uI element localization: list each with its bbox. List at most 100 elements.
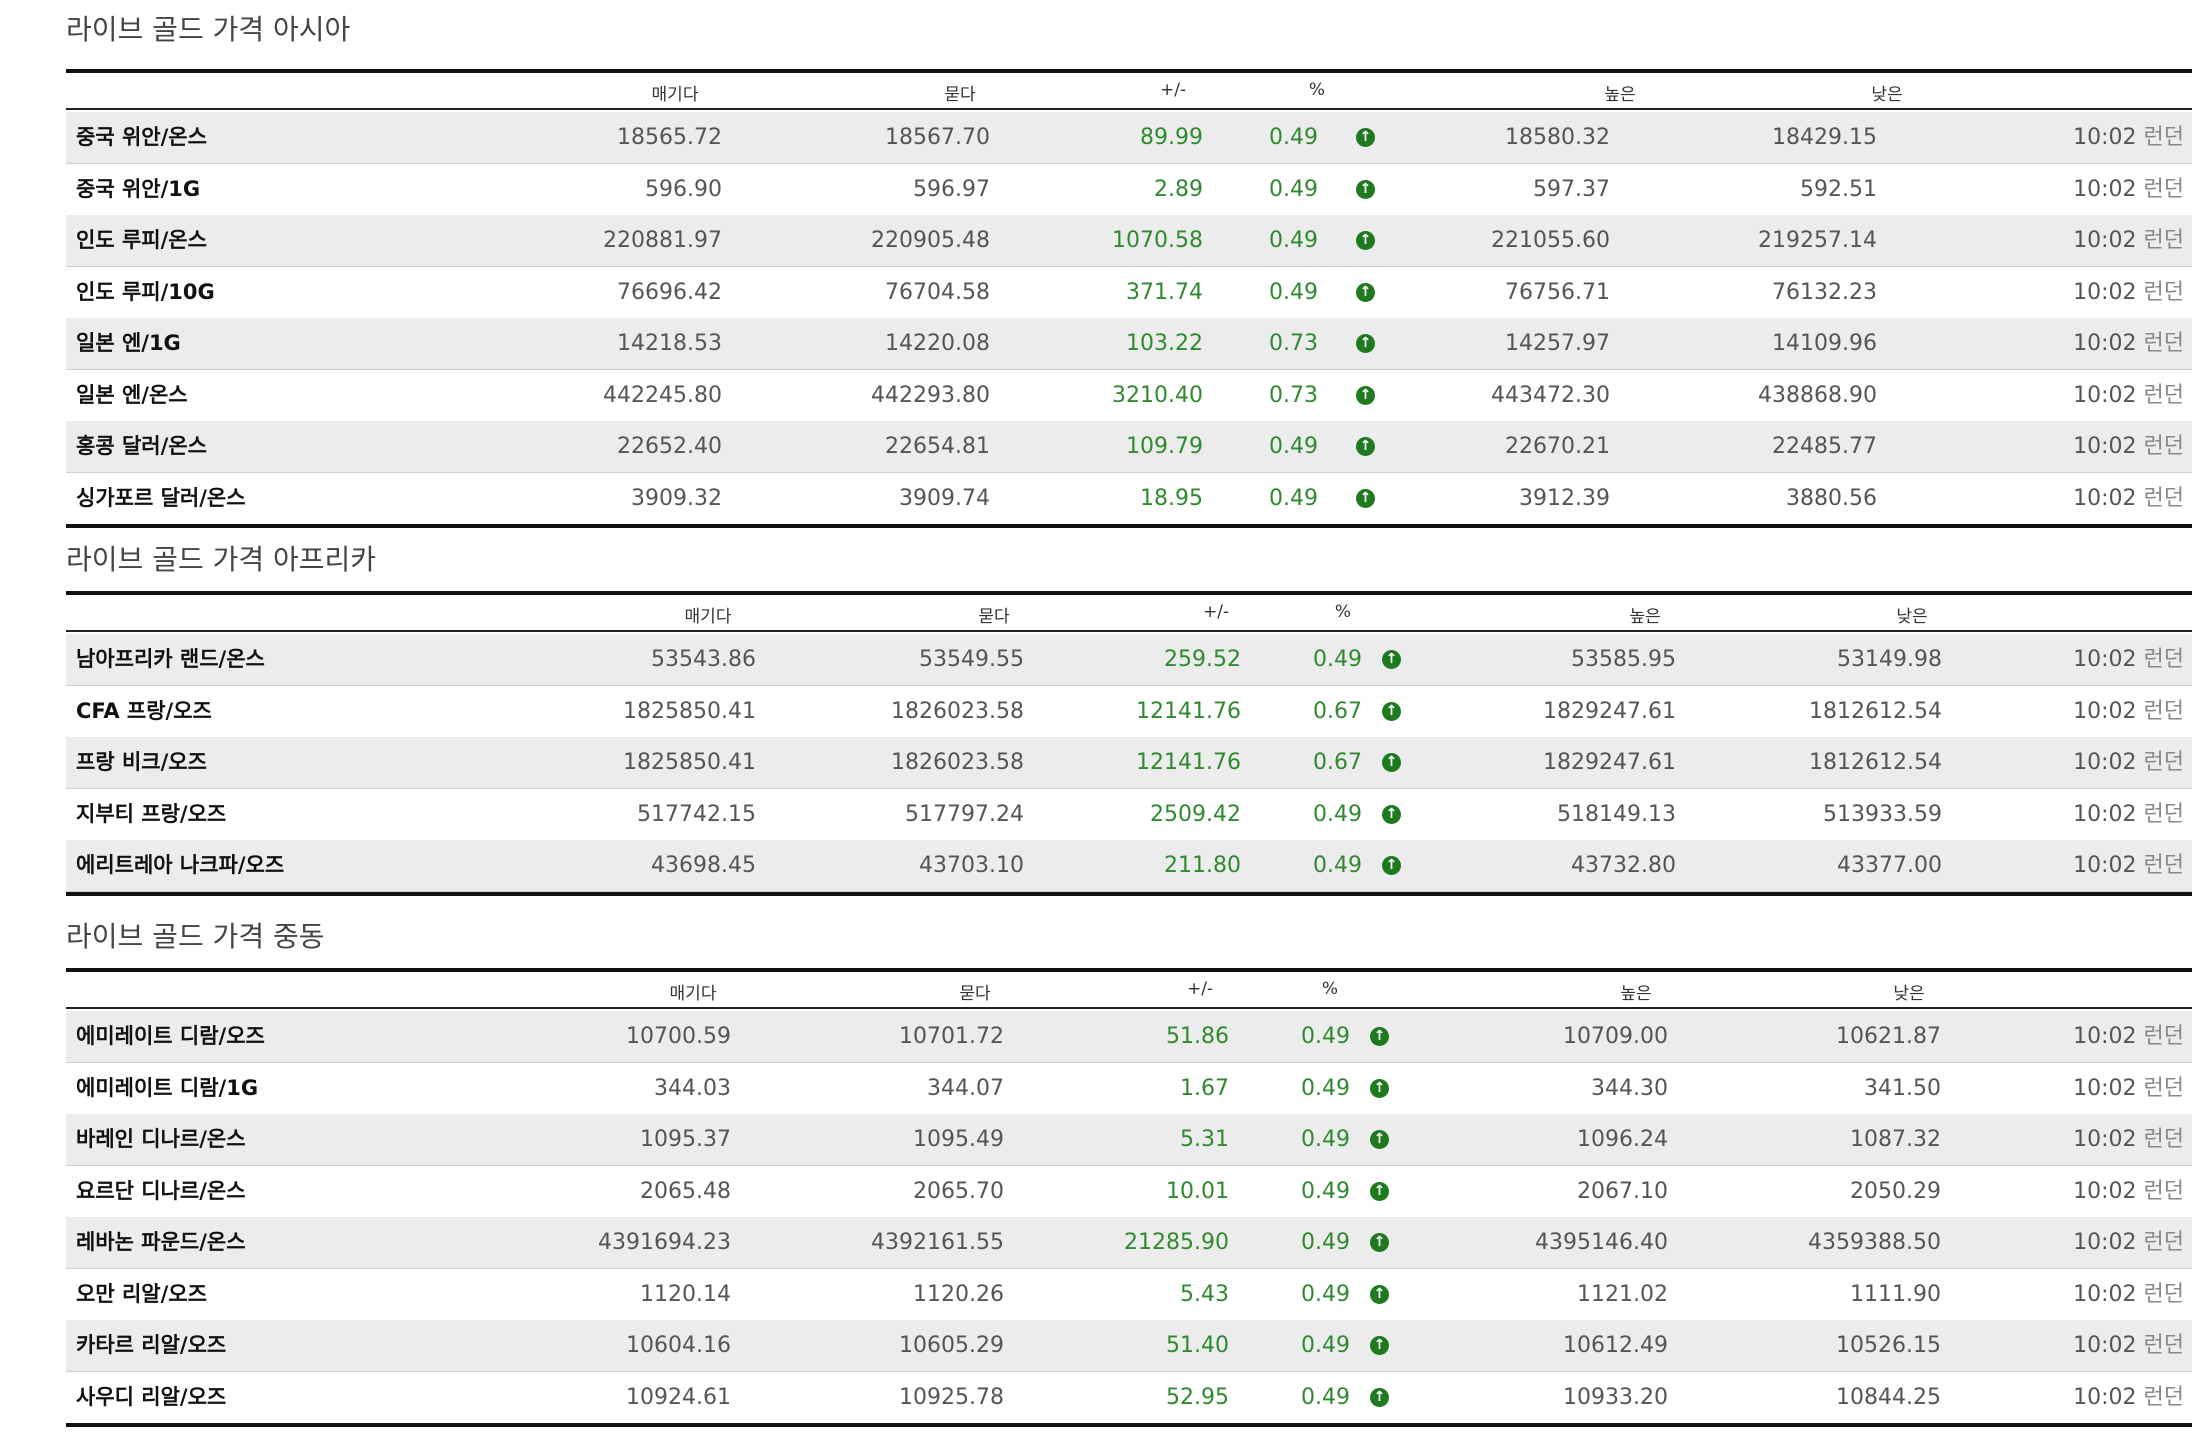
instrument-name[interactable]: 카타르 리알/오즈 [76, 1333, 227, 1357]
bid-value: 1825850.41 [623, 698, 756, 724]
table-row[interactable]: 에리트레아 나크파/오즈 43698.45 43703.10 211.80 0.49 ↑ 4… [66, 840, 2192, 892]
table-row[interactable]: 일본 엔/온스 442245.80 442293.80 3210.40 0.73 ↑ 443… [66, 370, 2192, 422]
time-value: 10:02 [2073, 485, 2137, 511]
table-row[interactable]: 에미레이트 디람/1G 344.03 344.07 1.67 0.49 ↑ 344.30 34… [66, 1063, 2192, 1115]
ask-value: 14220.08 [885, 331, 990, 356]
change-value: 259.52 [1164, 647, 1241, 672]
low-value: 10844.25 [1836, 1384, 1941, 1410]
instrument-name[interactable]: 요르단 디나르/온스 [76, 1178, 246, 1203]
instrument-name[interactable]: 바레인 디나르/온스 [76, 1127, 246, 1151]
arrow-up-circle-icon: ↑ [1370, 1181, 1389, 1201]
table-row[interactable]: 에미레이트 디람/오즈 10700.59 10701.72 51.86 0.49 ↑ 107… [66, 1011, 2192, 1063]
market-label: 런던 [2143, 1281, 2184, 1307]
instrument-name[interactable]: 싱가포르 달러/온스 [76, 485, 246, 510]
time-value: 10:02 [2073, 382, 2137, 408]
low-value: 2050.29 [1850, 1178, 1941, 1204]
table-row[interactable]: 일본 엔/1G 14218.53 14220.08 103.22 0.73 ↑ 14257.… [66, 318, 2192, 370]
header-change: +/- [1202, 602, 1230, 622]
table-row[interactable]: 오만 리알/오즈 1120.14 1120.26 5.43 0.49 ↑ 1121.02 11… [66, 1269, 2192, 1321]
ask-value: 344.07 [927, 1075, 1004, 1101]
header-bid: 매기다 [684, 607, 732, 627]
timestamp: 10:02 런던 [2073, 1063, 2184, 1114]
change-value: 3210.40 [1112, 382, 1203, 408]
instrument-name[interactable]: 일본 엔/온스 [76, 382, 188, 407]
table-bottom-border [66, 524, 2192, 528]
table-row[interactable]: CFA 프랑/오즈 1825850.41 1826023.58 12141.76 0.6… [66, 686, 2192, 738]
table-row[interactable]: 인도 루피/온스 220881.97 220905.48 1070.58 0.49 ↑ 22… [66, 215, 2192, 267]
change-value: 1070.58 [1112, 228, 1203, 253]
table-row[interactable]: 카타르 리알/오즈 10604.16 10605.29 51.40 0.49 ↑ 10612… [66, 1320, 2192, 1372]
arrow-up-circle-icon: ↑ [1356, 282, 1375, 302]
instrument-name[interactable]: CFA 프랑/오즈 [76, 698, 212, 723]
market-label: 런던 [2143, 750, 2184, 775]
low-value: 341.50 [1864, 1075, 1941, 1101]
ask-value: 1120.26 [913, 1281, 1004, 1307]
low-value: 513933.59 [1823, 801, 1942, 827]
arrow-up-circle-icon: ↑ [1356, 385, 1375, 405]
instrument-name[interactable]: 중국 위안/온스 [76, 125, 207, 149]
table-row[interactable]: 요르단 디나르/온스 2065.48 2065.70 10.01 0.49 ↑ 2067.1… [66, 1166, 2192, 1218]
header-percent: % [1334, 602, 1352, 622]
instrument-name[interactable]: 에리트레아 나크파/오즈 [76, 853, 285, 877]
ask-value: 3909.74 [899, 485, 990, 511]
table-row[interactable]: 싱가포르 달러/온스 3909.32 3909.74 18.95 0.49 ↑ 3912.3… [66, 473, 2192, 525]
time-value: 10:02 [2073, 125, 2137, 150]
high-value: 221055.60 [1491, 228, 1610, 253]
bid-value: 1120.14 [640, 1281, 731, 1307]
table-row[interactable]: 사우디 리알/오즈 10924.61 10925.78 52.95 0.49 ↑ 10933… [66, 1372, 2192, 1424]
instrument-name[interactable]: 에미레이트 디람/1G [76, 1075, 259, 1100]
market-label: 런던 [2143, 382, 2184, 408]
high-value: 597.37 [1533, 176, 1610, 202]
market-label: 런던 [2143, 1230, 2184, 1255]
time-value: 10:02 [2073, 698, 2137, 724]
table-row[interactable]: 인도 루피/10G 76696.42 76704.58 371.74 0.49 ↑ 7675… [66, 267, 2192, 319]
table-row[interactable]: 프랑 비크/오즈 1825850.41 1826023.58 12141.76 0.67… [66, 737, 2192, 789]
price-section: 라이브 골드 가격 아시아 매기다 묻다 +/-% 높은 낮은 중국 위안/온스 18565.… [66, 8, 2192, 530]
table-row[interactable]: 바레인 디나르/온스 1095.37 1095.49 5.31 0.49 ↑ 1096.24… [66, 1114, 2192, 1166]
high-value: 2067.10 [1577, 1178, 1668, 1204]
table-row[interactable]: 남아프리카 랜드/온스 53543.86 53549.55 259.52 0.49 ↑ 53… [66, 634, 2192, 686]
ask-value: 1826023.58 [891, 698, 1024, 724]
instrument-name[interactable]: 레바논 파운드/온스 [76, 1230, 246, 1254]
low-value: 1812612.54 [1809, 698, 1942, 724]
spacer [2137, 434, 2144, 459]
bid-value: 10604.16 [626, 1333, 731, 1358]
time-value: 10:02 [2073, 434, 2137, 459]
bid-value: 220881.97 [603, 228, 722, 253]
spacer [2137, 1076, 2144, 1101]
instrument-name[interactable]: 인도 루피/10G [76, 279, 215, 304]
bid-value: 14218.53 [617, 331, 722, 356]
market-label: 런던 [2143, 279, 2184, 305]
instrument-name[interactable]: 홍콩 달러/온스 [76, 434, 207, 458]
table-row[interactable]: 레바논 파운드/온스 4391694.23 4392161.55 21285.90 0.… [66, 1217, 2192, 1269]
market-label: 런던 [2143, 1178, 2184, 1204]
instrument-name[interactable]: 남아프리카 랜드/온스 [76, 647, 265, 671]
table-row[interactable]: 지부티 프랑/오즈 517742.15 517797.24 2509.42 0.49 ↑ 5… [66, 789, 2192, 841]
instrument-name[interactable]: 중국 위안/1G [76, 176, 201, 201]
time-value: 10:02 [2073, 176, 2137, 202]
change-value: 109.79 [1126, 434, 1203, 459]
instrument-name[interactable]: 인도 루피/온스 [76, 228, 207, 252]
market-label: 런던 [2143, 228, 2184, 253]
instrument-name[interactable]: 프랑 비크/오즈 [76, 750, 207, 774]
table-row[interactable]: 중국 위안/1G 596.90 596.97 2.89 0.49 ↑ 597.37 592.5… [66, 164, 2192, 216]
table-row[interactable]: 중국 위안/온스 18565.72 18567.70 89.99 0.49 ↑ 18580.… [66, 112, 2192, 164]
percent-value: 0.49 [1301, 1281, 1350, 1307]
bid-value: 43698.45 [651, 853, 756, 878]
bid-value: 22652.40 [617, 434, 722, 459]
header-ask: 묻다 [944, 85, 976, 105]
change-value: 2.89 [1154, 176, 1203, 202]
high-value: 4395146.40 [1535, 1230, 1668, 1255]
instrument-name[interactable]: 사우디 리알/오즈 [76, 1384, 227, 1409]
instrument-name[interactable]: 지부티 프랑/오즈 [76, 801, 227, 826]
instrument-name[interactable]: 일본 엔/1G [76, 331, 181, 355]
table-top-border [66, 69, 2192, 73]
market-label: 런던 [2143, 801, 2184, 827]
table-row[interactable]: 홍콩 달러/온스 22652.40 22654.81 109.79 0.49 ↑ 22670… [66, 421, 2192, 473]
market-label: 런던 [2143, 331, 2184, 356]
timestamp: 10:02 런던 [2073, 1114, 2184, 1165]
market-label: 런던 [2143, 434, 2184, 459]
ask-value: 1095.49 [913, 1127, 1004, 1152]
instrument-name[interactable]: 오만 리알/오즈 [76, 1281, 207, 1306]
instrument-name[interactable]: 에미레이트 디람/오즈 [76, 1024, 265, 1048]
